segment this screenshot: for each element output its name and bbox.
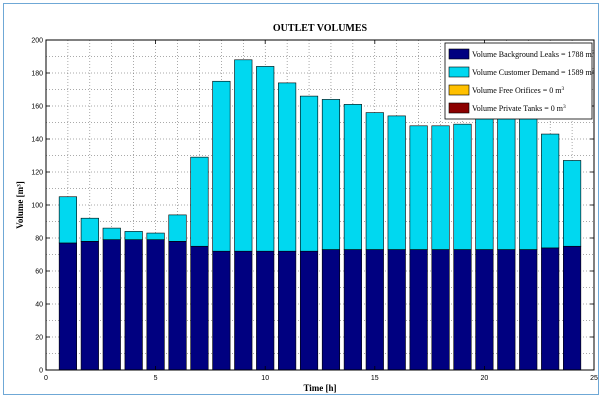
y-axis-label: Volume [m³]: [15, 181, 25, 229]
bar-series1-x8: [212, 250, 231, 371]
x-tick-label: 5: [154, 375, 158, 382]
bar-series1-x17: [409, 249, 428, 371]
bar-series1-x21: [497, 249, 516, 371]
x-axis-label: Time [h]: [303, 383, 336, 393]
bar-series1-x12: [299, 250, 319, 371]
bar-series2-x24: [563, 160, 582, 247]
bar-series1-x9: [234, 250, 253, 371]
bar-series2-x3: [102, 227, 121, 240]
bar-series1-x7: [190, 245, 209, 371]
legend-label-1: Volume Background Leaks = 1788 m3: [472, 50, 595, 59]
bar-series1-x14: [343, 249, 362, 371]
bar-series1-x6: [168, 241, 187, 371]
x-tick-label: 20: [481, 375, 489, 382]
y-tick-label: 140: [31, 137, 43, 144]
bar-series2-x1: [58, 196, 77, 244]
bar-series1-x16: [387, 249, 406, 371]
bar-series1-x5: [146, 239, 165, 371]
y-tick-label: 100: [31, 203, 43, 210]
bar-series2-x7: [190, 156, 209, 247]
bar-series2-x20: [475, 113, 494, 250]
bar-series1-x10: [256, 250, 275, 371]
y-tick-label: 200: [31, 38, 43, 45]
bar-series1-x23: [541, 247, 560, 371]
bar-series1-x20: [475, 249, 494, 371]
bar-series2-x4: [124, 231, 143, 240]
y-tick-label: 0: [39, 368, 43, 375]
bar-series2-x13: [321, 99, 341, 250]
bar-series2-x23: [541, 133, 560, 249]
legend-swatch-3: [448, 84, 470, 96]
bar-series2-x11: [278, 82, 297, 252]
bar-series2-x16: [387, 115, 406, 250]
bar-series2-x2: [80, 217, 99, 242]
x-tick-label: 15: [371, 375, 379, 382]
bars: [58, 59, 582, 371]
legend-swatch-1: [448, 48, 470, 60]
bar-series1-x22: [519, 249, 538, 371]
legend-label-3: Volume Free Orifices = 0 m3: [472, 86, 564, 95]
bar-series2-x8: [212, 80, 231, 252]
bar-series2-x6: [168, 214, 187, 242]
bar-series2-x22: [519, 102, 538, 250]
bar-series2-x19: [453, 123, 472, 250]
y-tick-label: 20: [35, 335, 43, 342]
y-tick-label: 160: [31, 104, 43, 111]
chart-title: OUTLET VOLUMES: [273, 23, 368, 34]
legend-label-2: Volume Customer Demand = 1589 m3: [472, 68, 595, 77]
figure-frame: OUTLET VOLUMES 0 5 10 15 20 25 0 20 40 60 80 100 12…: [3, 3, 599, 395]
bar-series1-x15: [365, 249, 384, 371]
bar-series1-x3: [102, 239, 121, 371]
x-tick-label: 25: [590, 375, 598, 382]
bar-series1-x2: [80, 241, 99, 371]
x-tick-label: 0: [44, 375, 48, 382]
bar-series2-x5: [146, 232, 165, 240]
y-tick-label: 120: [31, 170, 43, 177]
bar-series2-x15: [365, 112, 384, 250]
legend-label-4: Volume Private Tanks = 0 m3: [472, 104, 566, 113]
legend-swatch-2: [448, 66, 470, 78]
bar-series1-x18: [431, 249, 450, 371]
bar-series1-x24: [563, 245, 582, 371]
bar-series2-x17: [409, 125, 428, 250]
legend-swatch-4: [448, 102, 470, 114]
bar-series1-x1: [58, 242, 77, 371]
x-tick-label: 10: [261, 375, 269, 382]
legend: Volume Background Leaks = 1788 m3 Volume …: [444, 42, 595, 120]
bar-series1-x19: [453, 249, 472, 371]
bar-series1-x11: [278, 250, 297, 371]
y-tick-label: 60: [35, 269, 43, 276]
outlet-volumes-chart: OUTLET VOLUMES 0 5 10 15 20 25 0 20 40 60 80 100 12…: [15, 23, 598, 393]
bar-series2-x12: [299, 95, 319, 252]
legend-box: [444, 42, 593, 120]
y-tick-label: 180: [31, 71, 43, 78]
bar-series2-x14: [343, 104, 362, 250]
y-tick-label: 40: [35, 302, 43, 309]
y-axis-ticks: 0 20 40 60 80 100 120 140 160 180 200: [31, 38, 594, 375]
bar-series2-x21: [497, 105, 516, 250]
x-axis-ticks: 0 5 10 15 20 25: [44, 40, 598, 382]
bar-series2-x10: [256, 66, 275, 252]
bar-series2-x18: [431, 125, 450, 250]
bar-series1-x13: [321, 249, 341, 371]
y-tick-label: 80: [35, 236, 43, 243]
bar-series1-x4: [124, 239, 143, 371]
bar-series2-x9: [234, 59, 253, 252]
